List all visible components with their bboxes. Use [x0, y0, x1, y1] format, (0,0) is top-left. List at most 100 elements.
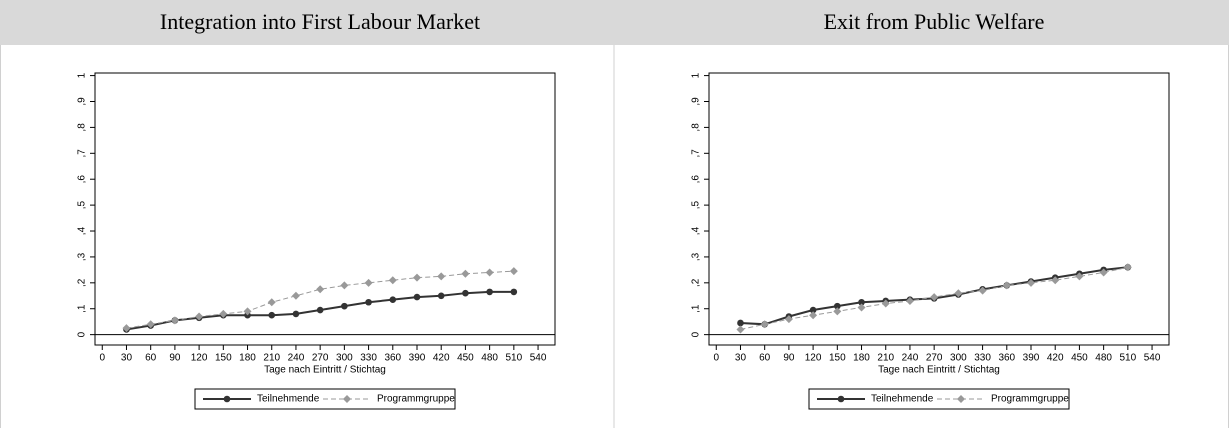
y-tick-label: 0	[691, 331, 702, 337]
data-point	[122, 324, 131, 333]
y-tick-label: ,8	[691, 123, 702, 132]
data-point	[170, 316, 179, 325]
x-tick-label: 540	[530, 353, 547, 364]
x-tick-label: 120	[805, 353, 822, 364]
x-tick-label: 480	[1095, 353, 1112, 364]
x-tick-label: 180	[853, 353, 870, 364]
x-tick-label: 240	[288, 353, 305, 364]
x-tick-label: 450	[457, 353, 474, 364]
header-band	[0, 0, 1229, 45]
legend-box	[808, 388, 1070, 410]
y-tick-label: ,1	[77, 304, 88, 313]
data-point	[833, 307, 842, 316]
data-point	[736, 325, 745, 334]
data-point	[881, 299, 890, 308]
data-point	[316, 306, 324, 314]
x-tick-label: 330	[360, 353, 377, 364]
data-point	[146, 320, 155, 329]
x-tick-label: 240	[902, 353, 919, 364]
data-point	[486, 288, 493, 296]
x-tick-label: 300	[336, 353, 353, 364]
x-tick-label: 60	[145, 353, 157, 364]
chart-title: Exit from Public Welfare	[824, 9, 1045, 34]
legend-marker	[837, 395, 845, 403]
y-tick-label: ,2	[77, 278, 88, 287]
data-point	[292, 310, 300, 318]
x-tick-label: 450	[1071, 353, 1088, 364]
y-tick-label: 0	[77, 331, 88, 337]
y-tick-label: 1	[691, 72, 702, 78]
data-point	[413, 273, 421, 282]
data-point	[930, 293, 939, 302]
x-tick-label: 0	[99, 353, 105, 364]
legend-marker	[223, 395, 231, 403]
x-tick-label: 180	[239, 353, 256, 364]
y-tick-label: ,5	[77, 201, 88, 210]
data-point	[905, 296, 914, 305]
data-point	[437, 292, 445, 300]
x-tick-label: 270	[926, 353, 943, 364]
data-point	[340, 281, 349, 290]
y-tick-label: ,8	[77, 123, 88, 132]
plot-frame	[94, 72, 556, 346]
x-tick-label: 90	[783, 353, 795, 364]
data-point	[809, 311, 818, 320]
data-point	[195, 312, 204, 321]
chart-title: Integration into First Labour Market	[160, 9, 480, 34]
data-point	[509, 267, 518, 276]
data-point	[389, 296, 397, 303]
data-point	[437, 272, 446, 281]
y-tick-label: ,6	[77, 175, 88, 184]
x-tick-label: 120	[191, 353, 208, 364]
x-tick-label: 420	[1047, 353, 1064, 364]
data-point	[388, 276, 397, 285]
x-tick-label: 390	[1023, 353, 1040, 364]
data-point	[462, 289, 469, 297]
data-point	[291, 291, 300, 300]
y-tick-label: ,7	[77, 149, 88, 158]
x-tick-label: 390	[409, 353, 426, 364]
y-tick-label: ,4	[691, 226, 702, 235]
x-tick-label: 150	[215, 353, 232, 364]
x-tick-label: 360	[384, 353, 401, 364]
y-tick-label: ,5	[691, 201, 702, 210]
y-tick-label: ,9	[691, 97, 702, 106]
legend-box	[194, 388, 456, 410]
x-tick-label: 30	[121, 353, 133, 364]
data-point	[219, 309, 228, 318]
x-tick-label: 420	[433, 353, 450, 364]
legend-marker	[343, 395, 351, 403]
data-point	[316, 285, 325, 294]
data-point	[760, 320, 769, 329]
plot-frame	[708, 72, 1170, 346]
data-point	[784, 315, 793, 324]
x-tick-label: 0	[713, 353, 719, 364]
data-point	[857, 303, 866, 312]
x-axis-title: Tage nach Eintritt / Stichtag	[264, 365, 386, 376]
data-point	[954, 289, 963, 298]
x-tick-label: 150	[829, 353, 846, 364]
data-point	[1027, 278, 1035, 287]
data-point	[413, 293, 421, 301]
legend-label: Programmgruppe	[377, 394, 455, 405]
y-tick-label: ,4	[77, 226, 88, 235]
x-tick-label: 300	[950, 353, 967, 364]
legend-label: Teilnehmende	[871, 394, 934, 405]
y-tick-label: ,9	[77, 97, 88, 106]
y-tick-label: ,2	[691, 278, 702, 287]
data-point	[341, 302, 348, 310]
legend-label: Programmgruppe	[991, 394, 1069, 405]
x-tick-label: 210	[877, 353, 894, 364]
data-point	[737, 319, 744, 327]
x-axis-title: Tage nach Eintritt / Stichtag	[878, 365, 1000, 376]
series-line	[126, 270, 514, 329]
x-tick-label: 540	[1144, 353, 1161, 364]
y-tick-label: ,7	[691, 149, 702, 158]
data-point	[243, 307, 252, 316]
x-tick-label: 30	[735, 353, 747, 364]
data-point	[267, 298, 276, 307]
legend-label: Teilnehmende	[257, 394, 320, 405]
data-point	[809, 306, 817, 314]
y-tick-label: ,1	[691, 304, 702, 313]
data-point	[978, 286, 987, 295]
